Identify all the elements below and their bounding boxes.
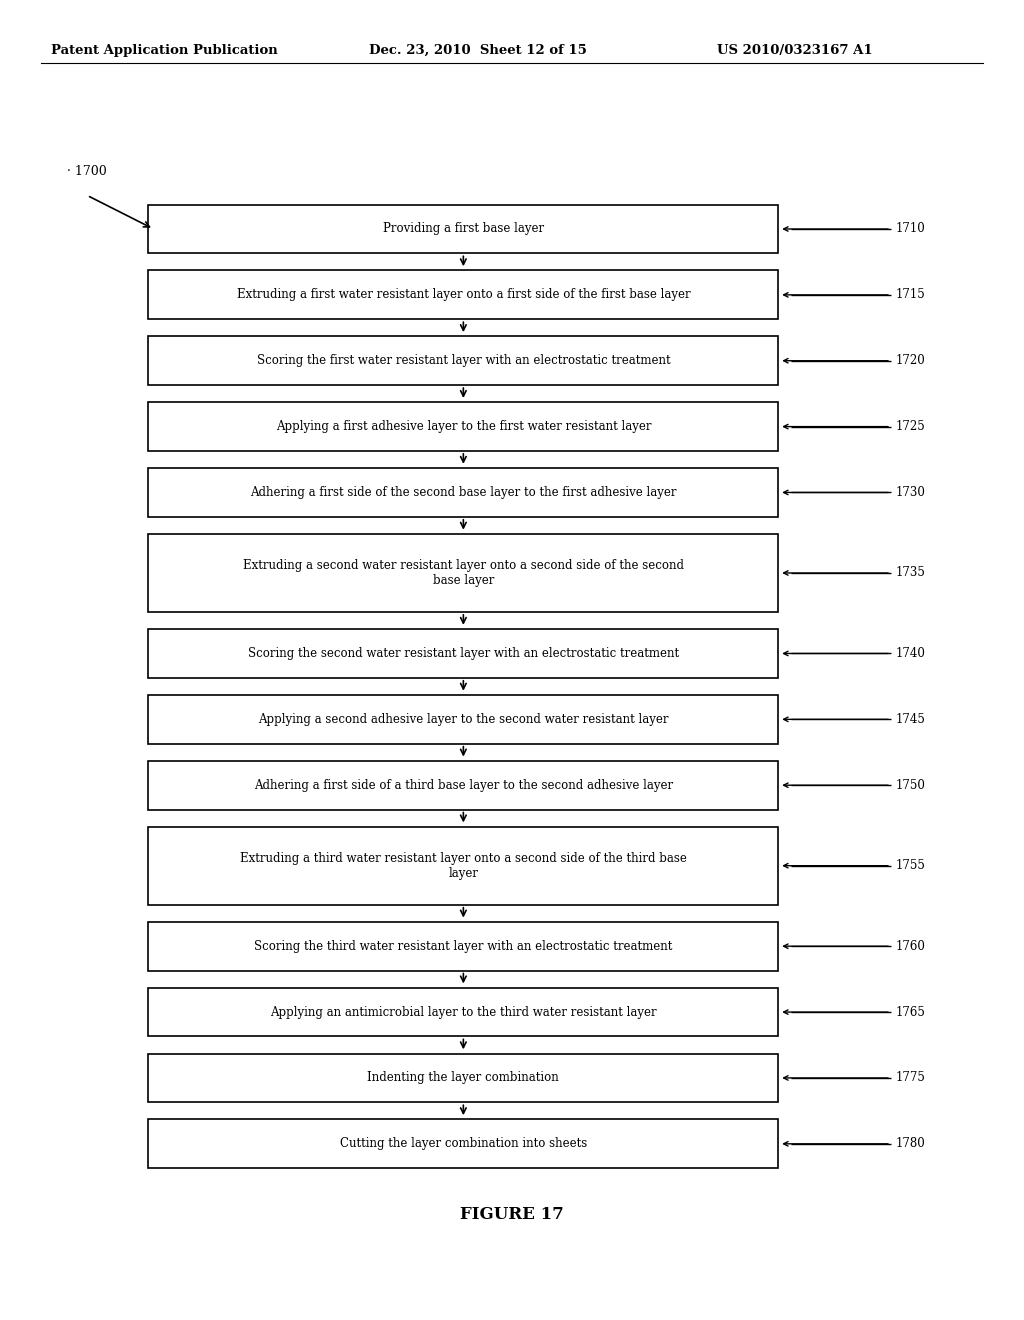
- Text: Cutting the layer combination into sheets: Cutting the layer combination into sheet…: [340, 1138, 587, 1150]
- Bar: [148, 1053, 778, 1102]
- Bar: [148, 760, 778, 809]
- Text: 1730: 1730: [896, 486, 926, 499]
- Bar: [148, 694, 778, 743]
- Text: Extruding a second water resistant layer onto a second side of the second
base l: Extruding a second water resistant layer…: [243, 558, 684, 587]
- Text: 1735: 1735: [896, 566, 926, 579]
- Text: · 1700: · 1700: [67, 165, 106, 178]
- Bar: [148, 403, 778, 451]
- Bar: [148, 469, 778, 517]
- Text: 1755: 1755: [896, 859, 926, 873]
- Text: Adhering a first side of a third base layer to the second adhesive layer: Adhering a first side of a third base la…: [254, 779, 673, 792]
- Text: 1765: 1765: [896, 1006, 926, 1019]
- Bar: [148, 987, 778, 1036]
- Text: Patent Application Publication: Patent Application Publication: [51, 44, 278, 57]
- Text: 1745: 1745: [896, 713, 926, 726]
- Text: Adhering a first side of the second base layer to the first adhesive layer: Adhering a first side of the second base…: [250, 486, 677, 499]
- Text: 1715: 1715: [896, 288, 926, 301]
- Text: Indenting the layer combination: Indenting the layer combination: [368, 1072, 559, 1085]
- Text: 1710: 1710: [896, 223, 926, 235]
- Text: Applying a first adhesive layer to the first water resistant layer: Applying a first adhesive layer to the f…: [275, 420, 651, 433]
- Text: 1740: 1740: [896, 647, 926, 660]
- Text: 1775: 1775: [896, 1072, 926, 1085]
- Text: 1720: 1720: [896, 354, 926, 367]
- Bar: [148, 630, 778, 678]
- Text: Scoring the third water resistant layer with an electrostatic treatment: Scoring the third water resistant layer …: [254, 940, 673, 953]
- Text: Dec. 23, 2010  Sheet 12 of 15: Dec. 23, 2010 Sheet 12 of 15: [369, 44, 587, 57]
- Bar: [148, 826, 778, 904]
- Text: Scoring the second water resistant layer with an electrostatic treatment: Scoring the second water resistant layer…: [248, 647, 679, 660]
- Text: Providing a first base layer: Providing a first base layer: [383, 223, 544, 235]
- Bar: [148, 921, 778, 970]
- Bar: [148, 533, 778, 612]
- Text: US 2010/0323167 A1: US 2010/0323167 A1: [717, 44, 872, 57]
- Text: Extruding a third water resistant layer onto a second side of the third base
lay: Extruding a third water resistant layer …: [240, 851, 687, 879]
- Bar: [148, 271, 778, 319]
- Text: 1750: 1750: [896, 779, 926, 792]
- Text: 1780: 1780: [896, 1138, 926, 1150]
- Text: Extruding a first water resistant layer onto a first side of the first base laye: Extruding a first water resistant layer …: [237, 288, 690, 301]
- Bar: [148, 205, 778, 253]
- Text: Scoring the first water resistant layer with an electrostatic treatment: Scoring the first water resistant layer …: [257, 354, 670, 367]
- Text: 1725: 1725: [896, 420, 926, 433]
- Text: FIGURE 17: FIGURE 17: [460, 1206, 564, 1222]
- Bar: [148, 1119, 778, 1168]
- Text: Applying an antimicrobial layer to the third water resistant layer: Applying an antimicrobial layer to the t…: [270, 1006, 656, 1019]
- Text: 1760: 1760: [896, 940, 926, 953]
- Bar: [148, 337, 778, 385]
- Text: Applying a second adhesive layer to the second water resistant layer: Applying a second adhesive layer to the …: [258, 713, 669, 726]
